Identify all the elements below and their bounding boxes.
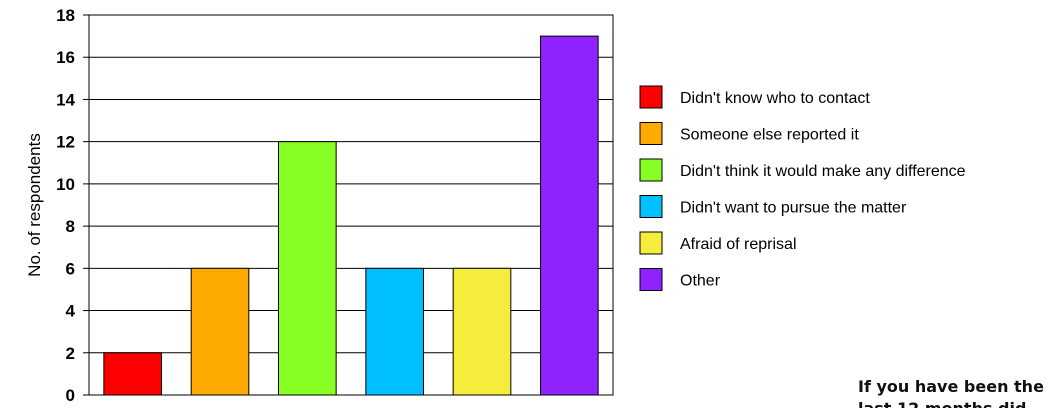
- y-tick-label: 4: [66, 302, 76, 321]
- legend-label: Afraid of reprisal: [680, 236, 797, 253]
- legend-label: Didn't think it would make any differenc…: [680, 163, 966, 180]
- plot-frame: [88, 14, 614, 396]
- y-tick-label: 16: [56, 48, 75, 67]
- y-tick-label: 14: [56, 90, 75, 109]
- caption-line-2: last 12 months did: [858, 398, 1062, 408]
- bar: [190, 267, 250, 396]
- legend-swatch: [639, 195, 663, 218]
- bar: [452, 267, 512, 396]
- legend-label: Didn't know who to contact: [680, 90, 870, 107]
- y-tick-label: 2: [66, 344, 75, 363]
- legend-swatch: [639, 122, 663, 145]
- y-tick-label: 10: [56, 175, 75, 194]
- grid-lines: [89, 56, 613, 354]
- legend-swatch: [639, 158, 663, 182]
- y-axis-label: No. of respondents: [25, 133, 44, 277]
- bar: [103, 352, 162, 396]
- y-axis-ticks: 0 2 4 6 8 10 12 14 16 18: [56, 6, 89, 405]
- y-tick-label: 8: [66, 217, 75, 236]
- y-tick-label: 0: [66, 386, 75, 405]
- legend-swatch: [639, 231, 663, 255]
- y-tick-label: 12: [56, 133, 75, 152]
- bar: [365, 267, 424, 396]
- y-tick-label: 6: [66, 259, 75, 278]
- legend-swatch: [639, 85, 663, 109]
- bars: [103, 35, 599, 396]
- legend-label: Didn't want to pursue the matter: [680, 200, 907, 217]
- legend-label: Someone else reported it: [680, 127, 859, 144]
- bar: [540, 35, 599, 396]
- caption-text: If you have been the last 12 months did: [858, 376, 1062, 408]
- bar: [278, 141, 337, 396]
- legend: Didn't know who to contact Someone else r…: [639, 85, 966, 291]
- y-tick-label: 18: [56, 6, 75, 25]
- caption-line-1: If you have been the: [858, 377, 1044, 396]
- legend-label: Other: [680, 273, 721, 290]
- legend-swatch: [639, 268, 663, 291]
